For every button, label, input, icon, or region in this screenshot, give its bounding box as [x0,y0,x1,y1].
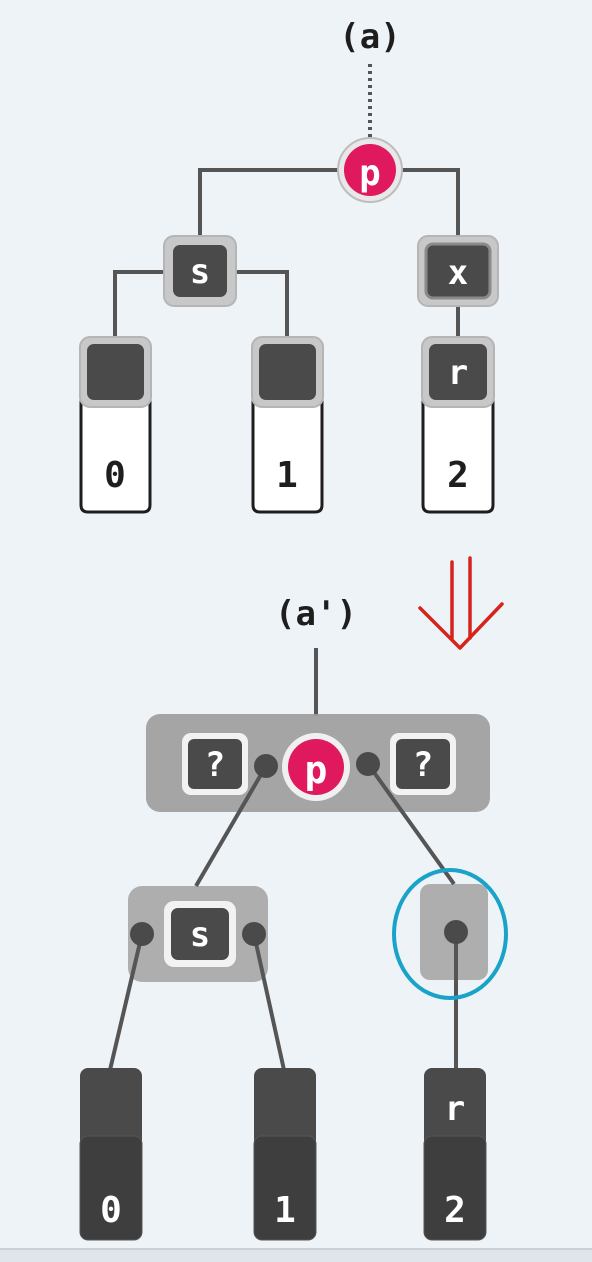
p-node-top: p [337,137,403,203]
leaf-2-top: r 2 [421,336,495,514]
x-label-top: x [448,253,468,293]
top-tree: (a) p s x [79,17,499,514]
bottom-rule [0,1248,592,1262]
leaf-2-label-bottom: 2 [444,1190,466,1231]
top-edges [113,168,460,340]
leaf-2-bottom: r 2 [423,1068,487,1241]
p-label-top: p [359,153,381,194]
leaf-0-bottom: 0 [79,1068,143,1241]
leaf-1-label-bottom: 1 [274,1190,296,1231]
hole-left: ? [182,733,248,795]
leaf-0-label-top: 0 [104,455,126,496]
s-label-top: s [190,252,210,292]
leaf-0-label-bottom: 0 [100,1190,122,1231]
double-down-arrow-icon [418,556,504,650]
x-node-top: x [417,235,499,307]
leaf-1-top: 1 [251,336,324,514]
port-dots [130,752,468,946]
hole-right: ? [390,733,456,795]
p-label-bottom: p [305,748,328,792]
hole-right-label: ? [413,745,433,785]
leaf-2-label-top: 2 [447,455,469,496]
highlight-circle [392,868,508,1000]
bottom-root-label: (a') [275,594,357,634]
leaf-1-label-top: 1 [276,455,298,496]
leaf-1-bottom: 1 [253,1068,317,1241]
hole-left-label: ? [205,745,225,785]
bottom-tree: (a') ? ? [79,594,508,1241]
leaf-0-top: 0 [79,336,152,514]
r-label-top: r [448,353,468,393]
p-node-bottom: p [282,733,350,801]
top-root-label: (a) [339,17,400,57]
s-node-bottom: s [164,901,236,967]
s-label-bottom: s [190,915,210,955]
bottom-edges [108,762,458,1071]
s-node-top: s [163,235,237,307]
r-label-bottom: r [445,1089,465,1129]
